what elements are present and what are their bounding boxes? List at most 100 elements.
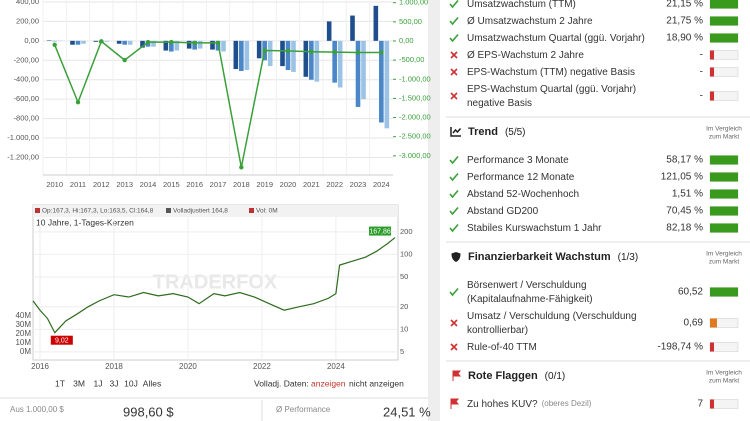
rating-frame <box>709 67 739 77</box>
range-button[interactable]: 3M <box>73 378 85 388</box>
perf-label: Ø Performance <box>276 405 331 414</box>
bar <box>169 40 174 52</box>
criterion-value: 7 <box>697 399 703 410</box>
point <box>379 50 384 55</box>
bar <box>233 40 239 70</box>
range-button[interactable]: Alles <box>143 378 161 388</box>
y2-tick-label: -1.500,00 <box>399 93 431 102</box>
y-tick-label: 5 <box>400 347 404 356</box>
bar <box>75 40 81 45</box>
y2-tick-label: -2.500,00 <box>399 132 431 141</box>
check-icon <box>449 287 459 297</box>
check-icon <box>449 33 459 43</box>
bar <box>379 40 384 123</box>
y-tick-label: 0,00 <box>24 36 39 45</box>
chart-subtitle: 10 Jahre, 1-Tages-Kerzen <box>36 217 134 227</box>
bar <box>70 40 75 45</box>
rating-frame <box>709 342 739 352</box>
x-tick-label: 2014 <box>140 180 157 189</box>
y2-tick-label: -1.000,00 <box>399 74 431 83</box>
y-tick-label: 20 <box>400 302 408 311</box>
point <box>169 39 174 45</box>
compare-note: Im Vergleich <box>706 126 742 133</box>
criterion-text: EPS-Wachstum (TTM) negative Basis <box>467 67 635 78</box>
criterion-label: Stabiles Kurswachstum 1 Jahr <box>467 223 602 234</box>
adjusted-label: Volladj. Daten: <box>254 378 309 388</box>
compare-note: Im Vergleich <box>706 370 742 377</box>
check-icon <box>449 206 459 216</box>
criterion-text: Umsatzwachstum Quartal (ggü. Vorjahr) <box>467 33 645 44</box>
x-tick-label: 2016 <box>31 362 49 371</box>
criterion-text: Börsenwert / Verschuldung <box>467 280 587 291</box>
criterion-label: EPS-Wachstum Quartal (ggü. Vorjahr) <box>467 84 636 95</box>
criterion-text: Umsatz / Verschuldung (Verschuldung <box>467 311 637 322</box>
range-button[interactable]: 3J <box>110 378 119 388</box>
check-icon <box>449 0 459 9</box>
legend-swatch <box>249 208 254 213</box>
criterion-label: Abstand 52-Wochenhoch <box>467 189 579 200</box>
rating-bar <box>710 287 738 297</box>
criterion-text: (Kapitalaufnahme-Fähigkeit) <box>467 294 593 305</box>
rating-frame <box>709 91 739 101</box>
criterion-text: kontrollierbar) <box>467 325 528 336</box>
criterion-label: EPS-Wachstum (TTM) negative Basis <box>467 67 635 78</box>
range-button[interactable]: 10J <box>124 378 138 388</box>
shield-icon <box>451 252 461 262</box>
check-icon <box>449 172 459 182</box>
bar <box>127 40 133 45</box>
invest-value: 998,60 $ <box>123 404 174 419</box>
point <box>355 50 361 55</box>
price-tag-label: 167,86 <box>369 228 391 235</box>
x-tick-label: 2011 <box>70 180 86 189</box>
y2-tick-label: 0M <box>20 347 31 356</box>
criterion-label: Ø Umsatzwachstum 2 Jahre <box>467 16 593 27</box>
bar <box>244 40 250 70</box>
rating-frame <box>709 399 739 409</box>
bar <box>361 40 366 100</box>
bar <box>291 40 296 72</box>
point <box>192 40 197 46</box>
criterion-value: 60,52 <box>678 287 703 298</box>
criterion-text: EPS-Wachstum Quartal (ggü. Vorjahr) <box>467 84 636 95</box>
criterion-note: (oberes Dezil) <box>542 399 592 408</box>
criterion-label: kontrollierbar) <box>467 325 528 336</box>
range-button[interactable]: 1J <box>94 378 103 388</box>
cross-icon <box>450 343 458 351</box>
x-tick-label: 2010 <box>46 180 63 189</box>
point <box>239 165 244 170</box>
rating-bar <box>710 342 714 352</box>
rating-bar <box>710 67 714 77</box>
criterion-label: Ø EPS-Wachstum 2 Jahre <box>467 50 584 61</box>
bar <box>355 40 361 107</box>
criterion-value: - <box>700 50 703 61</box>
section-count: (1/3) <box>618 252 639 263</box>
cross-icon <box>450 92 458 100</box>
criterion-text: Ø Umsatzwachstum 2 Jahre <box>467 16 593 27</box>
price-tag <box>50 335 73 345</box>
rating-bar <box>710 33 738 43</box>
y-tick-label: 10 <box>400 324 408 333</box>
criterion-value: 21,15 % <box>666 0 703 10</box>
cross-icon <box>450 68 458 76</box>
criterion-text: Umsatzwachstum (TTM) <box>467 0 576 10</box>
x-tick-label: 2024 <box>327 362 345 371</box>
price-line <box>32 237 396 334</box>
y2-tick-label: -2.000,00 <box>399 113 431 122</box>
bar <box>285 40 291 70</box>
criterion-value: 21,75 % <box>666 16 703 27</box>
hide-link[interactable]: nicht anzeigen <box>349 378 404 388</box>
show-link[interactable]: anzeigen <box>311 378 346 388</box>
criterion-text: Stabiles Kurswachstum 1 Jahr <box>467 223 602 234</box>
legend-bar <box>33 205 398 217</box>
flag-icon <box>450 398 460 409</box>
criterion-text: Abstand 52-Wochenhoch <box>467 189 579 200</box>
bar <box>186 40 192 49</box>
criterion-value: 82,18 % <box>666 223 703 234</box>
section-title: Rote Flaggen <box>468 370 538 382</box>
point <box>309 49 314 54</box>
cross-icon <box>450 51 458 59</box>
rating-bar <box>710 50 714 60</box>
y2-tick-label: 500,00 <box>399 17 422 26</box>
legend-text: Volladjustiert 164,8 <box>173 208 228 215</box>
range-button[interactable]: 1T <box>55 378 65 388</box>
